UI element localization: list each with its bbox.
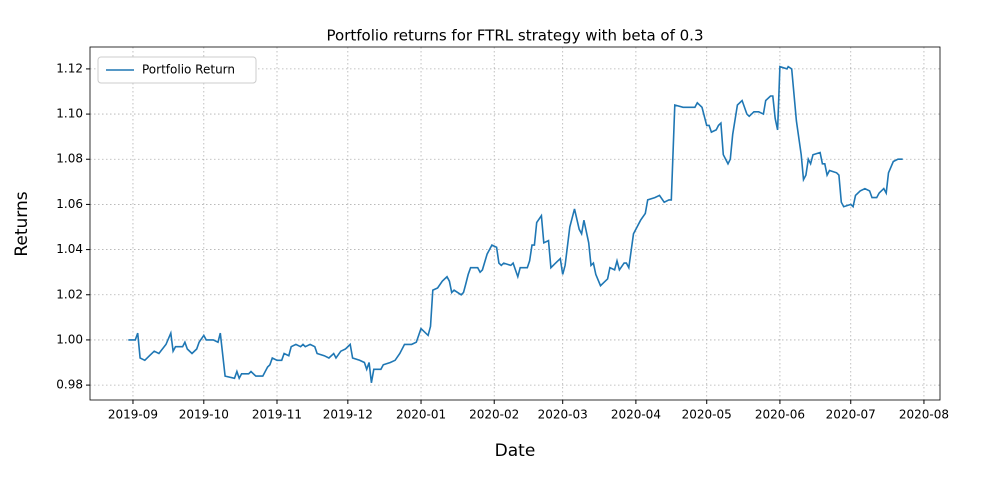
x-tick-label: 2019-12 bbox=[323, 408, 373, 422]
x-tick-label: 2020-01 bbox=[396, 408, 446, 422]
x-tick-label: 2019-10 bbox=[179, 408, 229, 422]
y-tick-label: 1.10 bbox=[56, 107, 83, 121]
x-tick-label: 2020-05 bbox=[682, 408, 732, 422]
y-axis-label: Returns bbox=[12, 191, 32, 256]
x-axis-label: Date bbox=[495, 441, 536, 461]
y-tick-label: 1.02 bbox=[56, 287, 83, 301]
y-tick-label: 0.98 bbox=[56, 378, 83, 392]
x-tick-label: 2019-11 bbox=[252, 408, 302, 422]
x-tick-label: 2020-07 bbox=[826, 408, 876, 422]
legend-box bbox=[97, 56, 257, 84]
legend-label: Portfolio Return bbox=[142, 63, 235, 77]
plot-frame bbox=[89, 46, 941, 401]
chart-title: Portfolio returns for FTRL strategy with… bbox=[327, 27, 704, 45]
x-tick-label: 2020-04 bbox=[611, 408, 661, 422]
x-tick-label: 2020-03 bbox=[538, 408, 588, 422]
x-tick-label: 2020-06 bbox=[755, 408, 805, 422]
y-tick-label: 1.04 bbox=[56, 242, 83, 256]
y-tick-label: 1.06 bbox=[56, 197, 83, 211]
x-tick-label: 2019-09 bbox=[108, 408, 158, 422]
y-tick-label: 1.12 bbox=[56, 61, 83, 75]
line-series bbox=[128, 65, 903, 383]
y-tick-label: 1.08 bbox=[56, 152, 83, 166]
x-tick-label: 2020-08 bbox=[899, 408, 949, 422]
y-tick-label: 1.00 bbox=[56, 332, 83, 346]
x-tick-label: 2020-02 bbox=[469, 408, 519, 422]
